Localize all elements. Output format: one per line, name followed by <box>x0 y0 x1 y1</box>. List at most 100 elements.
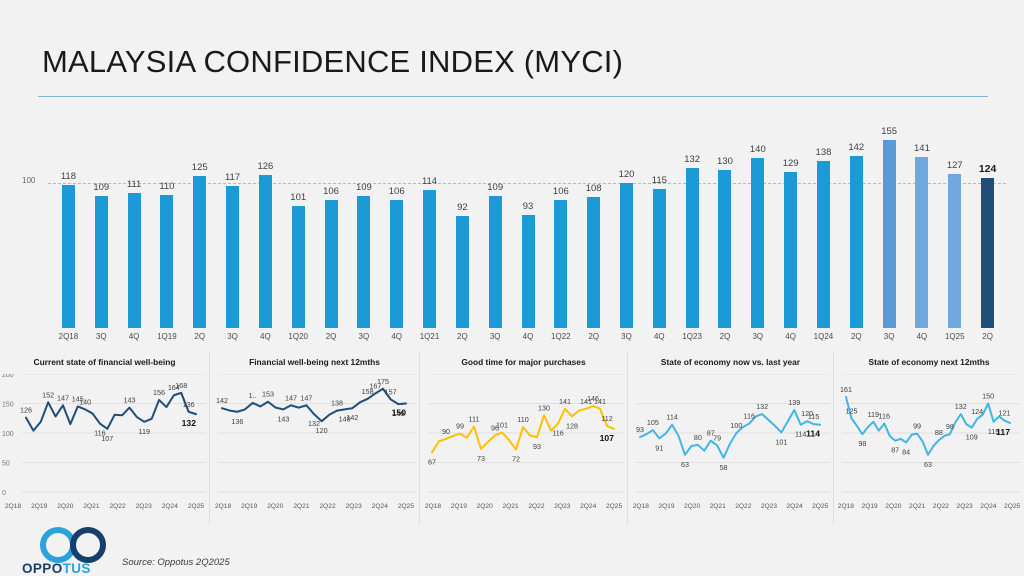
bar[interactable] <box>127 193 141 328</box>
line-series[interactable] <box>639 408 821 459</box>
bar-category-label: 2Q <box>457 332 468 341</box>
bar[interactable] <box>423 190 437 328</box>
bar-column[interactable]: 109 3Q <box>347 104 380 341</box>
bar-column[interactable]: 93 4Q <box>512 104 545 341</box>
bar-column[interactable]: 118 2Q18 <box>52 104 85 341</box>
data-point-label: 119 <box>988 427 999 436</box>
data-point-label: 147 <box>300 393 312 402</box>
bar-column[interactable]: 130 2Q <box>709 104 742 341</box>
bar[interactable] <box>193 176 207 328</box>
data-point-label: 126 <box>20 406 32 415</box>
mini-chart-plot: 67 90 99 111 73 96 101 72 110 93 130 116 141 128 141 14… <box>420 374 627 494</box>
bar-column[interactable]: 142 2Q <box>840 104 873 341</box>
bar-column[interactable]: 125 2Q <box>183 104 216 341</box>
x-tick-label: 2Q18 <box>214 503 232 510</box>
bar-column[interactable]: 115 4Q <box>643 104 676 341</box>
bar[interactable] <box>554 200 568 328</box>
bar[interactable] <box>488 196 502 328</box>
mini-chart-plot: 161 125 98 119 116 87 84 99 63 88 98 132 109 124 150 11… <box>834 374 1024 494</box>
bar-category-label: 3Q <box>752 332 764 341</box>
bar-column[interactable]: 126 4Q <box>249 104 282 341</box>
bar[interactable] <box>390 200 404 328</box>
bar-column[interactable]: 141 4Q <box>906 104 939 341</box>
x-tick-label: 2Q25 <box>397 503 414 510</box>
bar[interactable] <box>61 185 75 328</box>
bar[interactable] <box>981 178 995 328</box>
x-tick-label: 2Q19 <box>450 503 467 510</box>
bar-value-label: 132 <box>684 154 701 165</box>
bar[interactable] <box>94 196 108 328</box>
bar-column[interactable]: 114 1Q21 <box>413 104 446 341</box>
bar-column[interactable]: 108 2Q <box>577 104 610 341</box>
bar[interactable] <box>652 189 666 328</box>
bar-column[interactable]: 129 4Q <box>774 104 807 341</box>
data-point-label: 140 <box>339 414 351 423</box>
data-point-label: 100 <box>730 421 742 430</box>
data-point-label: 116 <box>879 412 890 421</box>
data-point-label: 101 <box>496 420 508 429</box>
line-series[interactable] <box>845 396 1011 456</box>
bar-column[interactable]: 106 2Q <box>315 104 348 341</box>
data-point-label: 84 <box>902 447 910 456</box>
data-point-label: 132 <box>182 418 197 428</box>
bar[interactable] <box>718 170 732 328</box>
bar-column[interactable]: 111 4Q <box>118 104 151 341</box>
bar-column[interactable]: 117 3Q <box>216 104 249 341</box>
bar[interactable] <box>587 197 601 328</box>
bar-value-label: 109 <box>487 182 504 193</box>
bar[interactable] <box>619 183 633 328</box>
x-tick-label: 2Q23 <box>760 503 777 510</box>
data-point-label: 105 <box>647 418 659 427</box>
bar-column[interactable]: 101 1Q20 <box>282 104 315 341</box>
bar-column[interactable]: 138 1Q24 <box>807 104 840 341</box>
bar[interactable] <box>784 172 798 328</box>
bar-column[interactable]: 124 2Q <box>971 104 1004 341</box>
data-point-label: 79 <box>713 433 721 442</box>
bar-column[interactable]: 140 3Q <box>741 104 774 341</box>
x-tick-label: 2Q20 <box>267 503 284 510</box>
line-series[interactable] <box>431 404 615 454</box>
bar-column[interactable]: 106 4Q <box>380 104 413 341</box>
x-tick-label: 2Q25 <box>187 503 204 510</box>
bar-column[interactable]: 109 3Q <box>479 104 512 341</box>
bar[interactable] <box>160 195 174 328</box>
bar[interactable] <box>751 158 765 328</box>
bar[interactable] <box>849 156 863 328</box>
bar-value-label: 142 <box>848 142 865 153</box>
bar-column[interactable]: 120 3Q <box>610 104 643 341</box>
x-tick-label: 2Q21 <box>83 503 100 510</box>
data-point-label: 116 <box>744 412 755 421</box>
bar-column[interactable]: 155 3Q <box>873 104 906 341</box>
data-point-label: 140 <box>79 397 91 406</box>
bar-category-label: 3Q <box>621 332 632 341</box>
data-point-label: 87 <box>891 446 899 455</box>
bar[interactable] <box>291 206 305 328</box>
bar[interactable] <box>948 174 962 328</box>
bar[interactable] <box>882 140 896 328</box>
mini-chart-xaxis: 2Q18 2Q19 2Q20 2Q21 2Q22 2Q23 2Q24 2Q25 <box>420 503 627 510</box>
bar-column[interactable]: 106 1Q22 <box>544 104 577 341</box>
bar[interactable] <box>258 175 272 328</box>
bar[interactable] <box>915 157 929 328</box>
bar-category-label: 1Q23 <box>682 332 702 341</box>
logo-tus-text: TUS <box>62 561 91 576</box>
bar[interactable] <box>455 216 469 328</box>
bar[interactable] <box>324 200 338 328</box>
data-point-label: 146 <box>587 394 599 403</box>
bar-column[interactable]: 127 1Q25 <box>938 104 971 341</box>
bar[interactable] <box>816 161 830 328</box>
bar-column[interactable]: 92 2Q <box>446 104 479 341</box>
mini-chart-title: Current state of financial well-being <box>33 357 176 367</box>
bar-column[interactable]: 109 3Q <box>85 104 118 341</box>
bar-column[interactable]: 110 1Q19 <box>150 104 183 341</box>
data-point-label: 168 <box>175 381 187 390</box>
bar-column[interactable]: 132 1Q23 <box>676 104 709 341</box>
bar[interactable] <box>685 168 699 328</box>
bar[interactable] <box>357 196 371 328</box>
bar-value-label: 106 <box>323 186 339 197</box>
bar[interactable] <box>226 186 240 328</box>
line-series[interactable] <box>25 391 197 432</box>
data-point-label: 96 <box>491 423 499 432</box>
bar[interactable] <box>521 215 535 328</box>
line-series[interactable] <box>221 387 407 423</box>
